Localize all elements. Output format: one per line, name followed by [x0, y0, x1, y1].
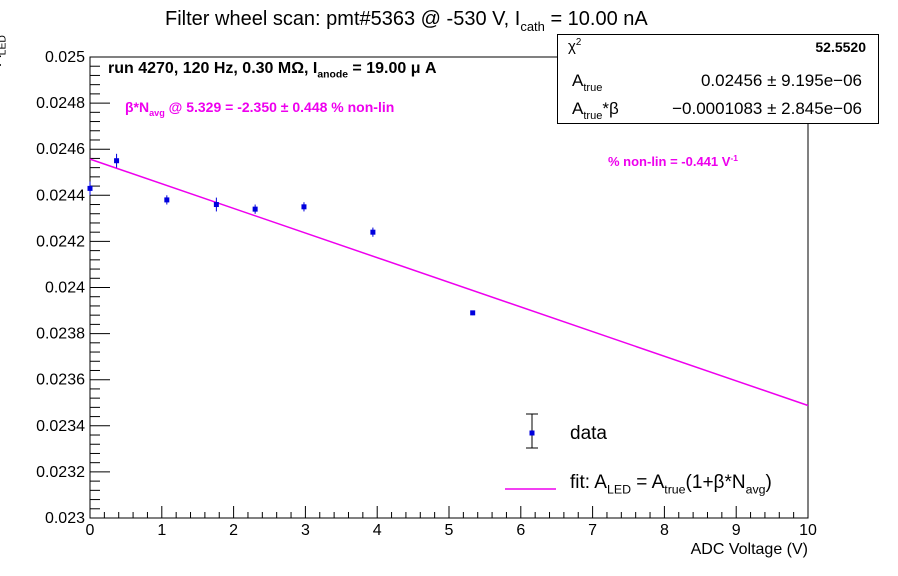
legend-fit-label: fit: ALED = Atrue(1+β*Navg): [570, 472, 772, 497]
title-subscript: cath: [520, 18, 545, 34]
fit-layer: [89, 158, 809, 407]
data-point: [252, 206, 258, 212]
a-beta-label: Atrue*β: [572, 99, 619, 122]
data-points: [87, 153, 476, 316]
y-tick-label: 0.0232: [36, 464, 85, 481]
data-point: [301, 204, 307, 210]
x-tick-label: 2: [229, 522, 238, 539]
data-point: [114, 158, 120, 164]
y-tick-label: 0.0238: [36, 326, 85, 343]
x-tick-label: 7: [588, 522, 597, 539]
x-tick-label: 4: [373, 522, 382, 539]
chi2-symbol: χ: [568, 37, 576, 55]
y-axis-label-sub: LED: [0, 35, 9, 56]
y-axis-label: ALED: [0, 35, 9, 66]
fit-line: [89, 158, 809, 407]
a-beta-suffix: *β: [602, 99, 619, 118]
x-tick-label: 6: [516, 522, 525, 539]
run-annotation: run 4270, 120 Hz, 0.30 MΩ, Ianode = 19.0…: [108, 60, 437, 81]
data-point: [213, 202, 219, 208]
legend-fit-mid: = A: [630, 472, 665, 493]
a-true-value: 0.02456 ± 9.195e−06: [700, 71, 862, 90]
legend-fit-sub3: avg: [745, 482, 766, 497]
beta-annotation-sub: avg: [149, 108, 165, 119]
y-tick-label: 0.0236: [36, 372, 85, 389]
nonlin-annotation-sup: -1: [730, 153, 738, 163]
data-point: [470, 310, 476, 316]
run-annotation-suffix: = 19.00 μ A: [347, 60, 437, 77]
x-tick-label: 8: [660, 522, 669, 539]
a-true-sub: true: [583, 81, 603, 94]
y-tick-label: 0.0242: [36, 233, 85, 250]
plot-frame: [89, 56, 809, 519]
a-beta-value: −0.0001083 ± 2.845e−06: [672, 99, 862, 118]
y-tick-label: 0.025: [45, 49, 85, 66]
axes: 0 1 2 3 4 5 6 7 8 9 10 0.023 0.0232 0.0234 0.0236 0.023…: [36, 49, 817, 539]
x-tick-label: 5: [445, 522, 454, 539]
run-annotation-text: run 4270, 120 Hz, 0.30 MΩ, I: [108, 60, 318, 77]
beta-annotation-text: β*N: [125, 99, 150, 115]
a-beta-symbol: A: [572, 99, 584, 118]
data-point: [370, 229, 376, 235]
beta-annotation-suffix: @ 5.329 = -2.350 ± 0.448 % non-lin: [164, 99, 395, 115]
x-tick-label: 10: [799, 522, 817, 539]
fit-stats-box: χ2 52.5520 Atrue 0.02456 ± 9.195e−06 Atr…: [557, 34, 879, 124]
x-tick-label: 1: [157, 522, 166, 539]
legend-data-label: data: [570, 423, 607, 444]
y-axis-label-main: A: [0, 55, 5, 66]
y-tick-label: 0.0248: [36, 95, 85, 112]
beta-annotation: β*Navg @ 5.329 = -2.350 ± 0.448 % non-li…: [125, 99, 394, 118]
y-tick-label: 0.0246: [36, 141, 85, 158]
stats-row-a-true: Atrue 0.02456 ± 9.195e−06: [558, 67, 878, 95]
title-suffix: = 10.00 nA: [544, 8, 648, 30]
legend-data-marker: [529, 430, 535, 436]
data-point: [164, 197, 170, 203]
legend-fit-prefix: fit: A: [570, 472, 607, 493]
nonlin-annotation-text: % non-lin = -0.441 V: [608, 154, 731, 170]
stats-row-a-beta: Atrue*β −0.0001083 ± 2.845e−06: [558, 95, 878, 123]
nonlin-annotation: % non-lin = -0.441 V-1: [608, 153, 738, 169]
chart-title: Filter wheel scan: pmt#5363 @ -530 V, Ic…: [165, 8, 648, 34]
chi2-value: 52.5520: [815, 39, 866, 55]
x-tick-label: 0: [86, 522, 95, 539]
legend-fit-sub2: true: [664, 482, 686, 497]
run-annotation-sub: anode: [317, 69, 348, 81]
a-true-symbol: A: [572, 71, 584, 90]
y-tick-label: 0.0244: [36, 187, 85, 204]
x-tick-label: 3: [301, 522, 310, 539]
a-beta-sub: true: [583, 109, 603, 122]
legend-fit-after: (1+β*N: [685, 472, 746, 493]
legend-fit-end: ): [765, 472, 772, 493]
y-tick-label: 0.024: [45, 280, 85, 297]
y-tick-label: 0.0234: [36, 418, 85, 435]
stats-row-chi2: χ2 52.5520: [558, 35, 878, 63]
chi2-sup: 2: [575, 37, 582, 48]
legend-markers: [505, 413, 556, 490]
x-tick-label: 9: [732, 522, 741, 539]
x-axis-label: ADC Voltage (V): [690, 541, 808, 558]
a-true-label: Atrue: [572, 71, 602, 94]
y-tick-label: 0.023: [45, 510, 85, 527]
legend-fit-sub1: LED: [606, 482, 631, 497]
data-point: [87, 185, 93, 191]
chi2-label: χ2: [568, 37, 581, 55]
title-text: Filter wheel scan: pmt#5363 @ -530 V, I: [165, 8, 521, 30]
